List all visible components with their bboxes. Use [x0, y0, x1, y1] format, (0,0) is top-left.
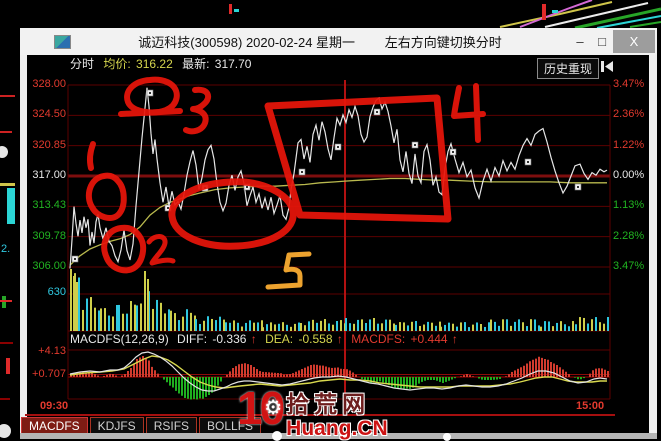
- pct-tick: 1.22%: [613, 139, 645, 151]
- time-start-label: 09:30: [40, 400, 69, 412]
- annotation-circle-peak: [124, 76, 180, 116]
- annotation-digit-4: [451, 83, 486, 143]
- key-hint: 左右方向键切换分时: [384, 35, 502, 50]
- tabbar-divider: [25, 414, 615, 416]
- annotation-circle-1: [85, 172, 127, 221]
- tab-bollfs[interactable]: BOLLFS: [199, 417, 262, 435]
- last-value: 317.70: [214, 57, 252, 71]
- window-title: 诚迈科技(300598) 2020-02-24 星期一 左右方向键切换分时: [71, 32, 569, 51]
- up-arrow-icon: ↑: [336, 332, 343, 346]
- annotation-ellipse-midday: [168, 178, 297, 250]
- tab-kdjfs[interactable]: KDJFS: [89, 417, 144, 435]
- avg-label: 均价:: [103, 57, 131, 71]
- minimize-button[interactable]: –: [576, 34, 584, 49]
- diff-value: -0.336: [212, 332, 247, 346]
- annotation-box-afternoon: [264, 94, 452, 223]
- pct-tick: 3.47%: [613, 78, 645, 90]
- price-tick: 320.85: [32, 139, 66, 151]
- gear-icon: ⚙: [264, 397, 282, 419]
- resize-knob[interactable]: [272, 431, 282, 441]
- annotation-digit-5: [265, 251, 312, 290]
- resize-knob[interactable]: [443, 433, 451, 441]
- price-tick: 328.00: [32, 78, 66, 90]
- maximize-button[interactable]: □: [598, 34, 606, 49]
- title-bar: 诚迈科技(300598) 2020-02-24 星期一 左右方向键切换分时 – …: [20, 28, 657, 55]
- macd-scale-zero: +0.707: [32, 368, 66, 380]
- indicator-tabbar: MACDFS KDJFS RSIFS BOLLFS: [21, 417, 262, 435]
- skip-to-start-icon[interactable]: [599, 59, 615, 74]
- avg-value: 316.22: [136, 57, 173, 71]
- indicator-header: MACDFS(12,26,9) DIFF: -0.336 ↑ DEA: -0.5…: [70, 332, 463, 346]
- macd-value: +0.444: [410, 332, 448, 346]
- annotation-underline-peak: [118, 108, 183, 117]
- quote-info-row: 分时 均价: 316.22 最新: 317.70: [70, 58, 257, 71]
- annotation-circle-2: [101, 224, 147, 274]
- price-tick: 324.50: [32, 108, 66, 120]
- annotation-digit-2: [146, 234, 176, 266]
- watermark-number: 10: [237, 382, 285, 434]
- dea-label: DEA:: [265, 332, 294, 346]
- up-arrow-icon: ↑: [451, 332, 458, 346]
- dea-value: -0.558: [298, 332, 333, 346]
- price-tick: 313.43: [32, 199, 66, 211]
- macd-label: MACDFS:: [351, 332, 406, 346]
- annotation-digit-3: [183, 86, 212, 135]
- pct-tick: 2.36%: [613, 108, 645, 120]
- last-label: 最新:: [182, 57, 210, 71]
- stock-title: 诚迈科技(300598) 2020-02-24 星期一: [138, 35, 356, 50]
- price-tick: 306.00: [32, 260, 66, 272]
- price-tick-base: 317.00: [32, 169, 66, 181]
- watermark-domain: Huang.CN: [286, 417, 388, 440]
- watermark-logo: 10 ⚙: [237, 382, 285, 434]
- app-icon: [54, 34, 71, 49]
- tab-rsifs[interactable]: RSIFS: [145, 417, 198, 435]
- background-partial-text: 2.: [1, 243, 11, 255]
- time-end-label: 15:00: [576, 400, 605, 412]
- history-replay-button[interactable]: 历史重现: [537, 58, 600, 79]
- watermark-site-name: 拾荒网: [286, 391, 371, 417]
- pct-tick-base: 0.00%: [613, 169, 645, 181]
- close-button[interactable]: X: [613, 30, 655, 53]
- up-arrow-icon: ↑: [250, 332, 257, 346]
- annotation-digit-1: [86, 141, 96, 171]
- macd-scale-top: +4.13: [38, 345, 66, 357]
- site-watermark: 10 ⚙ 拾荒网 Huang.CN: [237, 385, 388, 441]
- price-tick: 309.78: [32, 230, 66, 242]
- pct-tick: 2.28%: [613, 230, 645, 242]
- volume-scale-label: 630: [47, 286, 66, 298]
- pct-tick: 1.13%: [613, 199, 645, 211]
- window-bottom-edge: [20, 433, 657, 439]
- diff-label: DIFF:: [177, 332, 208, 346]
- mode-label: 分时: [70, 57, 95, 71]
- pct-tick: 3.47%: [613, 260, 645, 272]
- indicator-name[interactable]: MACDFS(12,26,9): [70, 332, 169, 346]
